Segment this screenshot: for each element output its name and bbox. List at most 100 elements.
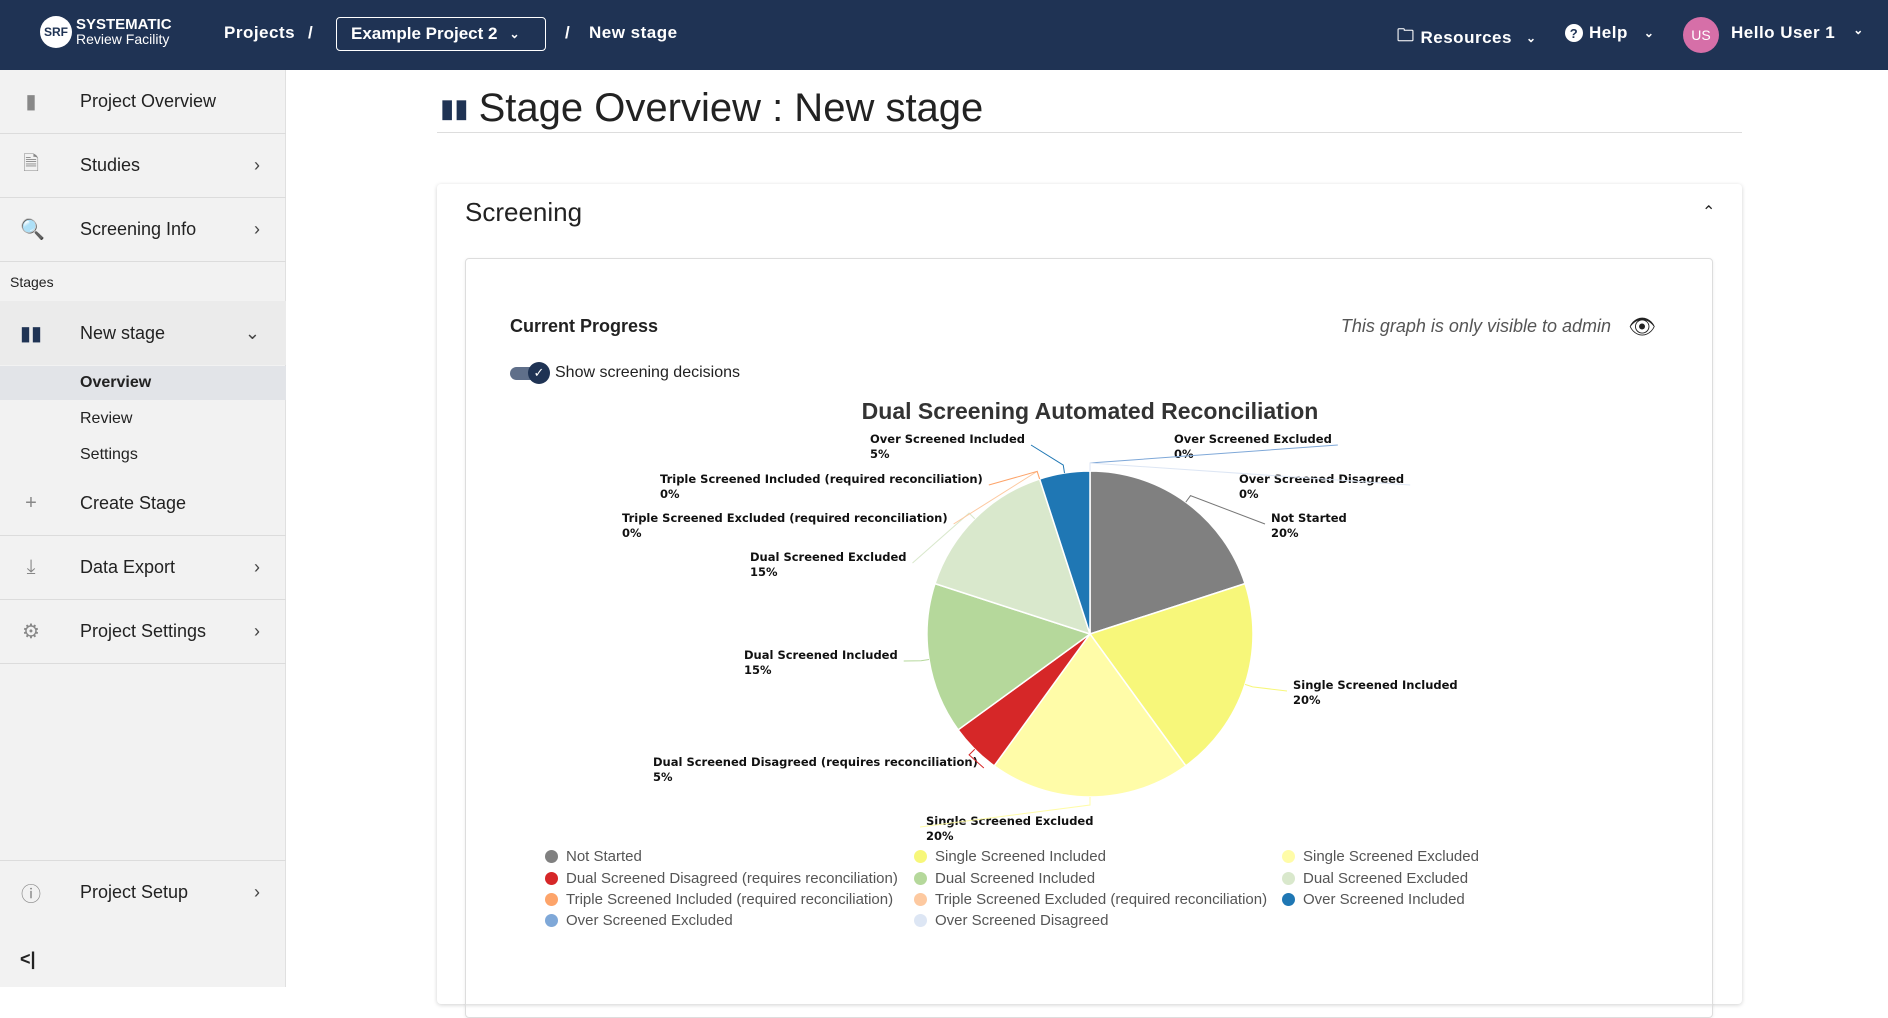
legend-dot-icon <box>914 850 927 863</box>
breadcrumb-separator: / <box>308 23 314 42</box>
sidebar-item-project-setup[interactable]: ⓘ Project Setup › <box>0 860 286 924</box>
leader-line <box>1030 444 1065 474</box>
download-icon: ⤓ <box>26 556 36 578</box>
leader-line <box>968 748 985 769</box>
leader-line <box>1185 495 1266 525</box>
sidebar-subitem-overview[interactable]: Overview <box>0 366 286 400</box>
collapse-section-button[interactable]: ⌃ <box>1702 204 1716 221</box>
sidebar-item-screening-info[interactable]: 🔍 Screening Info › <box>0 198 286 262</box>
chart-title: Dual Screening Automated Reconciliation <box>862 398 1319 424</box>
page-title: ▮▮ Stage Overview : New stage <box>440 86 983 131</box>
pie-slice[interactable] <box>926 582 1092 731</box>
pie-slice[interactable] <box>1088 582 1254 767</box>
eye-icon[interactable]: 👁 <box>1628 314 1656 339</box>
legend-item[interactable]: Dual Screened Excluded <box>1282 870 1468 887</box>
avatar[interactable]: US <box>1683 17 1719 53</box>
sidebar: ▮ Project Overview 🗎 Studies › 🔍 Screening I… <box>0 70 286 987</box>
chevron-right-icon: › <box>254 557 260 577</box>
project-select[interactable]: Example Project 2 ⌄ <box>336 17 546 51</box>
logo-mark-icon: SRF <box>40 16 72 48</box>
sidebar-item-create-stage[interactable]: + Create Stage <box>0 472 286 536</box>
slice-label: Triple Screened Excluded (required recon… <box>622 511 948 540</box>
info-icon: ⓘ <box>21 884 41 906</box>
legend-item[interactable]: Dual Screened Included <box>914 870 1095 887</box>
help-menu[interactable]: ? Help ⌄ <box>1565 23 1654 43</box>
sidebar-item-data-export[interactable]: ⤓ Data Export › <box>0 536 286 600</box>
legend-label: Single Screened Excluded <box>1303 848 1479 865</box>
legend-dot-icon <box>545 914 558 927</box>
leader-line <box>912 512 976 564</box>
legend-label: Over Screened Disagreed <box>935 912 1109 929</box>
breadcrumb-separator: / <box>565 23 571 42</box>
slice-label: Triple Screened Included (required recon… <box>660 472 983 501</box>
legend-label: Single Screened Included <box>935 848 1106 865</box>
legend-dot-icon <box>914 872 927 885</box>
logo[interactable]: SRF SYSTEMATIC Review Facility <box>40 16 172 48</box>
gear-icon: ⚙ <box>22 621 40 643</box>
sidebar-item-project-overview[interactable]: ▮ Project Overview <box>0 70 286 134</box>
projects-link[interactable]: Projects <box>224 23 296 42</box>
resources-label: Resources <box>1420 27 1512 47</box>
sidebar-item-label: Project Settings <box>80 621 207 641</box>
leader-line <box>1089 444 1338 471</box>
legend-item[interactable]: Triple Screened Included (required recon… <box>545 891 893 908</box>
sidebar-item-label: Studies <box>80 155 141 175</box>
pie-chart: Dual Screening Automated Reconciliation … <box>622 398 1458 843</box>
legend-label: Dual Screened Excluded <box>1303 870 1469 887</box>
legend-label: Not Started <box>566 848 642 865</box>
chevron-down-icon: ⌄ <box>1643 26 1655 40</box>
pie-slice[interactable] <box>1089 470 1246 636</box>
sidebar-subitem-settings[interactable]: Settings <box>80 446 138 463</box>
legend-dot-icon <box>1282 850 1295 863</box>
current-progress-heading: Current Progress <box>510 316 659 336</box>
sidebar-item-label: Project Setup <box>80 882 189 902</box>
slice-label: Over Screened Included 5% <box>870 432 1025 461</box>
sidebar-subitem-review[interactable]: Review <box>80 410 133 427</box>
chevron-down-icon: ⌄ <box>1525 30 1537 45</box>
help-label: Help <box>1589 23 1628 42</box>
chevron-right-icon: › <box>254 882 260 902</box>
sidebar-item-label: New stage <box>80 322 166 343</box>
legend-item[interactable]: Triple Screened Excluded (required recon… <box>914 891 1267 908</box>
folder-icon: 🗀 <box>1397 26 1415 45</box>
section-title: Screening <box>465 197 583 227</box>
sidebar-item-label: Create Stage <box>80 493 187 513</box>
legend-label: Dual Screened Disagreed (requires reconc… <box>566 870 898 887</box>
sidebar-item-project-settings[interactable]: ⚙ Project Settings › <box>0 600 286 664</box>
legend-item[interactable]: Over Screened Included <box>1282 891 1465 908</box>
legend-label: Triple Screened Included (required recon… <box>566 891 894 908</box>
chevron-right-icon: › <box>254 155 260 175</box>
legend-label: Over Screened Excluded <box>566 912 733 929</box>
logo-line2: Review Facility <box>76 31 170 47</box>
bookmark-icon: ▮ <box>25 91 37 113</box>
collapse-sidebar-button[interactable]: <| <box>20 949 36 969</box>
user-menu[interactable]: Hello User 1 ⌄ <box>1731 23 1864 43</box>
legend-item[interactable]: Single Screened Included <box>914 848 1106 865</box>
legend-item[interactable]: Over Screened Disagreed <box>914 912 1108 929</box>
pie-slice[interactable] <box>934 478 1092 636</box>
sidebar-item-studies[interactable]: 🗎 Studies › <box>0 134 286 198</box>
legend-label: Over Screened Included <box>1303 891 1465 908</box>
user-label: Hello User 1 <box>1731 23 1836 42</box>
legend-dot-icon <box>545 872 558 885</box>
show-decisions-toggle[interactable]: ✓ <box>510 362 550 384</box>
leader-line <box>988 470 1041 486</box>
sidebar-item-new-stage[interactable]: ▮▮ New stage ⌄ <box>0 301 286 365</box>
legend-dot-icon <box>545 893 558 906</box>
legend-item[interactable]: Not Started <box>545 848 642 865</box>
help-icon: ? <box>1565 24 1583 42</box>
chevron-down-icon: ⌄ <box>509 27 520 41</box>
stage-icon: ▮▮ <box>20 322 43 345</box>
chevron-right-icon: › <box>254 219 260 239</box>
resources-menu[interactable]: 🗀 Resources ⌄ <box>1397 23 1537 52</box>
chevron-down-icon: ⌄ <box>244 322 260 343</box>
legend-item[interactable]: Dual Screened Disagreed (requires reconc… <box>545 870 898 887</box>
legend-item[interactable]: Over Screened Excluded <box>545 912 733 929</box>
legend-dot-icon <box>914 893 927 906</box>
legend-dot-icon <box>1282 893 1295 906</box>
slice-label: Over Screened Excluded 0% <box>1174 432 1332 461</box>
leader-line <box>919 797 1091 828</box>
slice-label: Not Started 20% <box>1271 511 1347 540</box>
legend-item[interactable]: Single Screened Excluded <box>1282 848 1479 865</box>
sidebar-item-label: Project Overview <box>80 91 217 111</box>
